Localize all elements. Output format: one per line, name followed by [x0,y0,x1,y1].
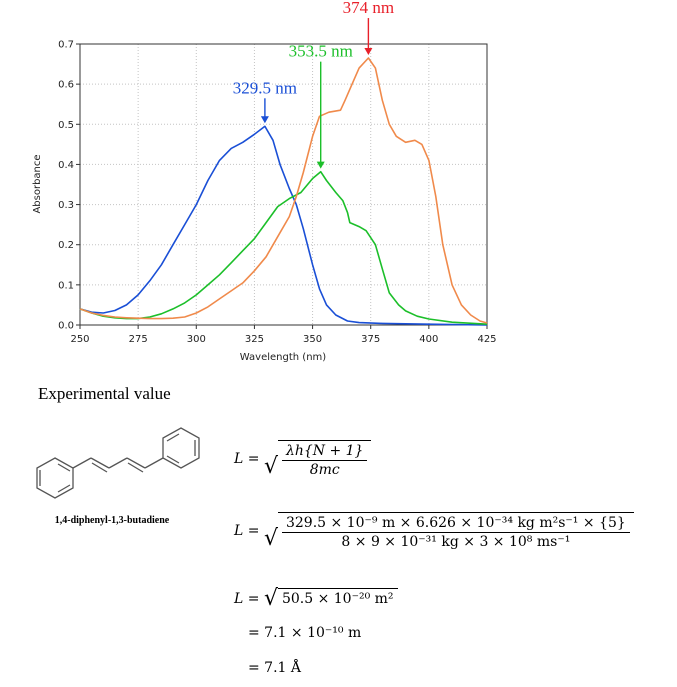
y-tick-label: 0.4 [58,160,74,171]
eq2-lhs: L = [234,523,260,539]
y-tick-label: 0.6 [58,80,74,91]
peak-arrowhead [260,116,269,124]
x-tick-label: 300 [187,334,206,345]
peak-label: 329.5 nm [233,78,297,97]
equation-length-formula: L = √ λh{N + 1} 8mc [234,440,372,478]
y-tick-label: 0.0 [58,321,74,332]
y-tick-label: 0.2 [58,240,74,251]
annotation-layer: 329.5 nm 353.5 nm 374 nm [233,0,394,169]
equation-substitution: L = √ 329.5 × 10⁻⁹ m × 6.626 × 10⁻³⁴ kg … [234,512,634,550]
eq2-denominator: 8 × 9 × 10⁻³¹ kg × 3 × 10⁸ ms⁻¹ [341,534,571,550]
spectrum-line-2 [79,170,488,325]
y-tick-label: 0.3 [58,200,74,211]
eq1-lhs: L = [234,451,260,467]
y-tick-label: 0.1 [58,280,74,291]
peak-arrowhead [364,48,373,56]
y-axis-label: Absorbance [32,154,43,213]
eq3-lhs: L = [234,591,260,607]
series-layer [79,57,488,326]
equation-result-angstrom: = 7.1 Å [248,660,302,676]
section-title: Experimental value [38,384,171,403]
molecule-name: 1,4-diphenyl-1,3-butadiene [54,515,170,526]
eq1-denominator: 8mc [309,462,340,478]
x-tick-label: 425 [477,334,496,345]
spectrum-line-3 [79,57,488,324]
x-tick-label: 250 [70,334,89,345]
peak-label: 374 nm [343,0,394,17]
spectrum-line-1 [79,125,488,326]
x-tick-label: 325 [245,334,264,345]
molecule-structure-image [36,427,200,499]
peak-arrowhead [316,161,325,169]
eq2-numerator: 329.5 × 10⁻⁹ m × 6.626 × 10⁻³⁴ kg m²s⁻¹ … [281,515,630,533]
x-axis-label: Wavelength (nm) [240,352,326,363]
eq3-body: 50.5 × 10⁻²⁰ m² [277,588,398,610]
y-tick-label: 0.5 [58,120,74,131]
eq1-numerator: λh{N + 1} [281,443,368,461]
y-tick-label: 0.7 [58,40,74,51]
x-tick-label: 275 [129,334,148,345]
chart-grid [80,44,487,325]
absorbance-chart: 250 275 300 325 350 375 400 425 0.0 0.1 0.2 0.3 0.4 0… [32,0,497,363]
x-tick-label: 350 [303,334,322,345]
equation-intermediate: L = √ 50.5 × 10⁻²⁰ m² [234,588,398,610]
plot-frame [79,43,488,326]
x-tick-label: 375 [361,334,380,345]
equation-result-meters: = 7.1 × 10⁻¹⁰ m [248,625,362,641]
x-tick-label: 400 [419,334,438,345]
axis-ticks: 250 275 300 325 350 375 400 425 0.0 0.1 0.2 0.3 0.4 0… [58,40,496,346]
peak-label: 353.5 nm [289,42,353,61]
